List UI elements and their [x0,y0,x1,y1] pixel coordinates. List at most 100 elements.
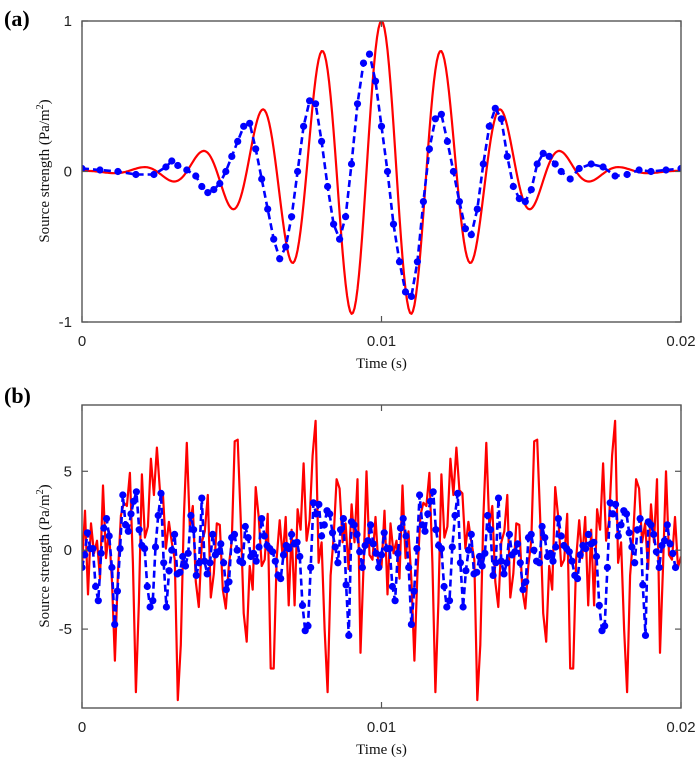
data-point-reconstructed-a [413,258,421,266]
data-point-reconstructed-a [473,205,481,213]
data-point-reconstructed-b [557,532,565,540]
data-point-reconstructed-a [264,205,272,213]
data-point-reconstructed-b [530,546,538,554]
data-point-reconstructed-b [239,559,247,567]
data-point-reconstructed-b [168,546,176,554]
data-point-reconstructed-b [331,543,339,551]
data-point-reconstructed-a [240,122,248,130]
panel-label-b: (b) [4,383,31,408]
data-point-reconstructed-b [465,546,473,554]
x-tick-label: 0.01 [367,719,396,736]
data-point-reconstructed-b [628,543,636,551]
data-point-reconstructed-a [509,182,517,191]
data-point-reconstructed-b [391,597,399,605]
data-point-reconstructed-b [124,527,132,535]
x-tick-label: 0.02 [666,333,695,350]
data-point-reconstructed-b [388,582,396,591]
data-point-reconstructed-b [176,568,184,576]
plot-area-b [82,419,681,702]
plot-area-a [82,21,681,315]
data-point-reconstructed-b [307,563,315,572]
data-point-reconstructed-b [625,529,633,537]
data-point-reconstructed-b [666,540,674,548]
ticks-a: 0 0.01 0.02 -1 0 1 [59,13,696,350]
data-point-reconstructed-b [222,586,230,594]
data-point-reconstructed-a [342,213,350,221]
data-point-reconstructed-a [647,167,655,176]
data-point-reconstructed-a [623,170,631,179]
data-point-reconstructed-b [309,499,317,507]
y-tick-label: 0 [64,164,72,181]
data-point-reconstructed-a [377,122,386,130]
data-point-reconstructed-a [611,172,619,180]
data-point-reconstructed-b [505,530,513,539]
data-point-reconstructed-a [96,166,104,174]
data-point-reconstructed-b [405,563,413,572]
y-axis-label-a-end: ) [37,99,53,104]
data-point-reconstructed-b [426,497,435,505]
data-point-reconstructed-b [209,530,217,539]
data-point-reconstructed-b [402,532,410,540]
data-point-reconstructed-b [345,631,353,640]
data-point-reconstructed-b [636,515,644,523]
data-point-reconstructed-b [459,603,467,611]
data-point-reconstructed-a [419,198,427,206]
data-point-reconstructed-b [622,510,631,518]
data-point-reconstructed-b [334,559,342,567]
data-point-reconstructed-b [337,526,345,534]
x-tick-label: 0 [78,719,86,736]
panel-b: (b) 0 0.01 0.02 -5 0 5 Time (s) Source streng… [4,383,696,758]
data-point-reconstructed-b [350,521,358,529]
data-point-reconstructed-b [399,515,407,523]
data-point-reconstructed-b [669,549,677,557]
data-point-reconstructed-b [582,545,590,553]
data-point-reconstructed-b [82,563,86,572]
data-point-reconstructed-a [425,145,433,153]
data-point-reconstructed-b [478,562,486,570]
data-point-reconstructed-b [83,529,91,537]
data-point-reconstructed-b [443,603,451,611]
data-point-reconstructed-b [492,559,500,567]
data-point-reconstructed-a [282,243,290,251]
data-point-reconstructed-b [288,530,296,539]
data-point-reconstructed-a [168,157,176,165]
y-tick-label: 5 [64,463,72,480]
y-axis-label-b: Source strength (Pa/m2) [35,484,53,627]
data-point-reconstructed-b [146,603,154,611]
data-point-reconstructed-a [395,258,404,266]
x-axis-label-a: Time (s) [356,356,407,372]
y-tick-label: -1 [59,314,72,331]
data-point-reconstructed-a [216,179,224,188]
data-point-reconstructed-b [353,530,361,539]
data-point-reconstructed-a [533,160,541,168]
data-point-reconstructed-b [151,543,160,551]
data-point-reconstructed-a [114,167,122,176]
data-point-reconstructed-a [407,292,415,300]
data-point-reconstructed-a [479,160,487,168]
data-point-reconstructed-b [154,511,162,520]
data-point-reconstructed-b [82,551,89,559]
data-point-reconstructed-b [113,587,121,595]
data-point-reconstructed-b [486,526,494,534]
data-point-reconstructed-b [481,549,489,557]
y-tick-label: 0 [64,542,72,559]
data-point-reconstructed-b [538,522,546,531]
data-point-reconstructed-b [448,543,456,551]
data-point-reconstructed-b [249,549,258,557]
data-point-reconstructed-a [306,97,314,105]
data-point-reconstructed-a [437,110,445,118]
data-point-reconstructed-b [102,515,111,523]
data-point-reconstructed-b [494,494,503,502]
y-tick-label: -5 [59,621,72,638]
data-point-reconstructed-b [358,563,366,572]
data-point-reconstructed-b [590,538,598,546]
data-point-reconstructed-a [210,186,218,194]
ticks-b: 0 0.01 0.02 -5 0 5 [59,405,696,736]
data-point-reconstructed-b [407,620,415,629]
data-point-reconstructed-a [288,213,296,221]
data-point-reconstructed-b [655,563,663,572]
data-point-reconstructed-b [132,488,140,496]
data-point-reconstructed-a [587,160,595,168]
data-point-reconstructed-b [584,530,593,539]
data-point-reconstructed-b [162,603,170,611]
